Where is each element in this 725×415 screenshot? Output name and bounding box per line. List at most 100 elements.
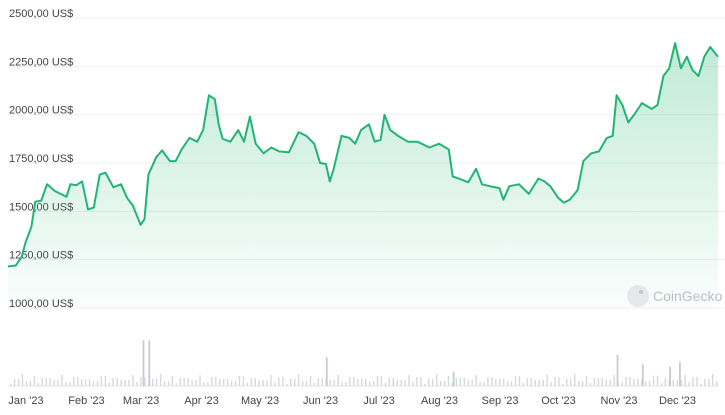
volume-bar [250, 378, 252, 386]
price-area-fill [8, 43, 718, 308]
volume-bar [471, 380, 473, 386]
volume-bar [341, 382, 343, 386]
volume-bar [641, 379, 643, 386]
volume-bar [613, 375, 615, 386]
volume-bar [609, 380, 611, 386]
volume-bar [144, 377, 146, 386]
volume-bar [692, 377, 694, 386]
y-tick-label: 2500,00 US$ [9, 8, 73, 20]
volume-bar [696, 377, 698, 386]
volume-bar [365, 379, 367, 386]
volume-bar [128, 380, 130, 386]
volume-bar [455, 378, 458, 386]
volume-bar [542, 380, 544, 386]
x-tick-label: Jun '23 [303, 395, 338, 407]
volume-bar [439, 381, 442, 386]
volume-bar [645, 381, 647, 386]
volume-bar [69, 382, 71, 386]
volume-bar [621, 382, 623, 386]
x-tick-label: Nov '23 [600, 395, 637, 407]
volume-bar [396, 380, 398, 386]
volume-bar [679, 362, 681, 386]
volume-bar [258, 380, 260, 386]
volume-bar [459, 378, 461, 386]
volume-bar [404, 380, 406, 386]
volume-bar [530, 378, 532, 386]
volume-bar [278, 377, 280, 386]
volume-bar [238, 376, 241, 386]
volume-bar [167, 381, 170, 386]
volume-bar [100, 376, 103, 386]
volume-bar [633, 379, 635, 386]
volume-bar [637, 379, 639, 386]
volume-bar [305, 381, 308, 386]
volume-bar [475, 375, 477, 386]
volume-bar [199, 375, 201, 386]
volume-bar [77, 377, 79, 386]
volume-bar [195, 380, 197, 386]
volume-bar [274, 382, 276, 386]
volume-bar [510, 381, 513, 386]
volume-bar [558, 377, 560, 386]
volume-bar [152, 379, 154, 386]
volume-bar [116, 378, 118, 386]
volume-bar [550, 382, 552, 386]
volume-bar [92, 381, 95, 386]
volume-bar [483, 382, 485, 386]
volume-bar [140, 377, 142, 386]
volume-bar [88, 379, 91, 386]
volume-bar [467, 380, 469, 386]
volume-bar [384, 383, 387, 386]
volume-bar [175, 383, 178, 386]
volume-bar [159, 374, 162, 386]
x-tick-label: Feb '23 [68, 395, 104, 407]
volume-bar [262, 380, 264, 386]
volume-bar [566, 379, 568, 386]
volume-bar [81, 379, 83, 386]
volume-bar [408, 375, 410, 386]
volume-bar [215, 377, 217, 386]
volume-bar [688, 382, 690, 386]
volume-bar [321, 378, 323, 386]
volume-bar [412, 382, 414, 386]
volume-bar [132, 375, 134, 386]
volume-bar [589, 383, 592, 386]
x-axis-ticks: Jan '23 Feb '23 Mar '23 Apr '23 May '23 Jun '… [8, 395, 696, 407]
volume-bar [270, 375, 272, 386]
volume-bar [207, 382, 209, 386]
volume-bar [684, 375, 686, 386]
watermark-text: CoinGecko [653, 288, 722, 304]
volume-bar [641, 364, 644, 386]
volume-bar [672, 380, 674, 386]
volume-bar [325, 357, 328, 386]
volume-bar [73, 377, 75, 386]
volume-bar [680, 380, 682, 386]
volume-bar [499, 379, 501, 386]
volume-bar [179, 378, 181, 386]
volume-bar [171, 376, 174, 386]
volume-bar [203, 382, 205, 386]
x-tick-label: May '23 [241, 395, 279, 407]
volume-bar [124, 380, 126, 386]
volume-bar [155, 379, 158, 386]
volume-bar [432, 379, 434, 386]
volume-bar [585, 376, 588, 386]
volume-bar [436, 374, 438, 386]
volume-bar [142, 340, 145, 386]
volume-bar [538, 380, 540, 386]
volume-bar [518, 376, 521, 386]
volume-bar [309, 376, 312, 386]
volume-bar [400, 380, 402, 386]
volume-bar [420, 377, 422, 386]
volume-bar [522, 383, 525, 386]
x-tick-label: Apr '23 [184, 395, 219, 407]
volume-bar [479, 382, 481, 386]
volume-bar [388, 378, 390, 386]
volume-bar [266, 380, 268, 386]
volume-bar [581, 381, 584, 386]
volume-bar [317, 378, 319, 386]
volume-bar [629, 377, 631, 386]
volume-bar [574, 374, 576, 386]
volume-bar [648, 381, 651, 386]
